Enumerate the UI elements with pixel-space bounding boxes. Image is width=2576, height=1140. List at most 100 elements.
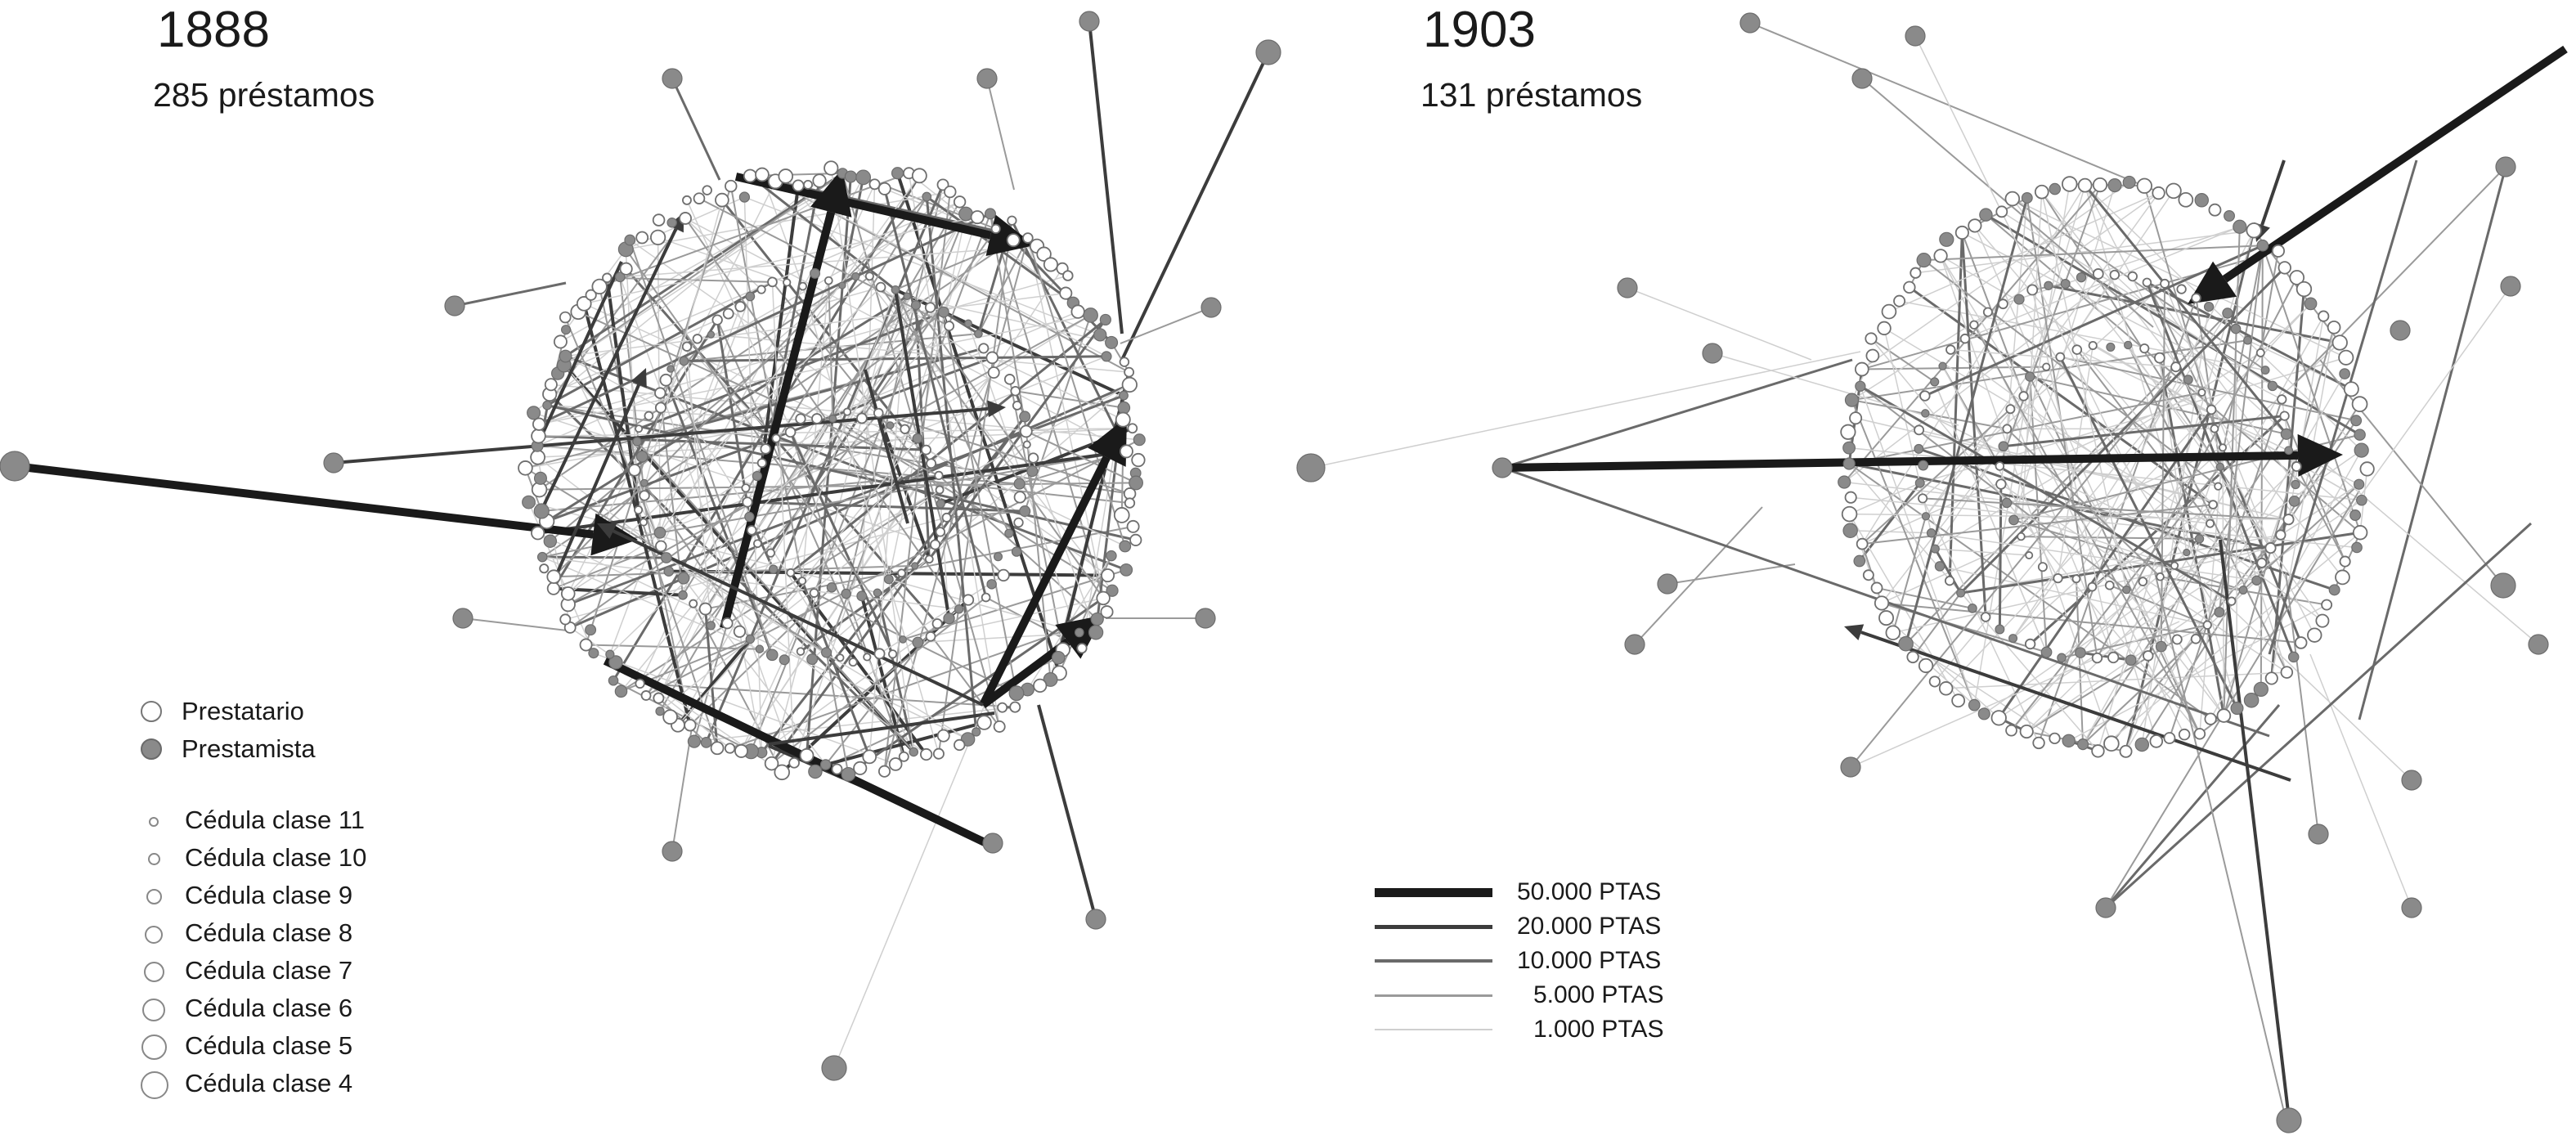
borrower-node — [1933, 249, 1948, 263]
lender-node — [954, 604, 964, 614]
borrower-node — [898, 751, 909, 762]
weight-line-icon — [1375, 994, 1492, 997]
loan-edge — [866, 657, 914, 752]
loan-edge — [883, 188, 988, 598]
loan-edge — [584, 213, 991, 305]
borrower-node — [1013, 491, 1026, 504]
lender-node — [2351, 541, 2363, 554]
loan-edge — [1892, 547, 2271, 634]
borrower-node — [888, 649, 898, 659]
lender-node — [2230, 323, 2242, 334]
borrower-node — [1881, 303, 1897, 320]
loan-edge — [1027, 237, 1108, 613]
lender-node — [1918, 460, 1929, 471]
borrower-node — [1878, 610, 1895, 626]
borrower-node — [788, 756, 800, 769]
lender-node — [982, 833, 1003, 854]
loan-edge — [1973, 324, 2201, 734]
loan-edge — [1851, 355, 1874, 401]
borrower-node — [692, 334, 702, 344]
borrower-node — [2327, 320, 2341, 334]
lender-node — [677, 572, 690, 585]
loan-edge — [1843, 184, 2101, 483]
lender-node — [1934, 561, 1945, 572]
borrower-node — [1918, 493, 1928, 504]
loan-edge — [1886, 617, 1999, 719]
lender-node — [2106, 342, 2116, 352]
lender-node — [2243, 693, 2260, 708]
borrower-node — [2178, 192, 2194, 208]
loan-edge — [1919, 482, 2175, 567]
lender-node — [1930, 377, 1940, 387]
borrower-node — [2289, 270, 2305, 285]
lender-node — [536, 551, 548, 563]
lender-node — [1004, 528, 1014, 538]
borrower-node — [2091, 744, 2105, 758]
lender-node — [2214, 607, 2225, 618]
loan-edge — [1939, 565, 2208, 626]
borrower-node — [2077, 177, 2093, 193]
borrower-node — [698, 602, 712, 616]
borrower-node — [655, 540, 667, 553]
loan-edge — [1627, 287, 1812, 361]
loan-edge — [2038, 298, 2197, 743]
borrower-node — [1995, 461, 2005, 471]
borrower-node — [941, 512, 952, 523]
lender-node — [2276, 1107, 2302, 1133]
weight-line-icon — [1375, 1029, 1492, 1030]
borrower-node — [936, 729, 950, 743]
lender-node — [1255, 39, 1281, 65]
borrower-node — [2103, 735, 2120, 752]
legend-item-class-11: Cédula clase 11 — [141, 806, 365, 835]
borrower-node — [2352, 525, 2368, 541]
lender-node — [1840, 756, 1861, 778]
loan-edge — [801, 438, 918, 581]
loan-edge — [609, 325, 950, 655]
lender-node — [1853, 554, 1866, 568]
lender-node — [666, 217, 677, 228]
borrower-node — [662, 709, 678, 725]
borrower-node — [2202, 620, 2212, 630]
borrower-node — [1865, 348, 1880, 363]
borrower-node — [809, 588, 819, 598]
borrower-node — [767, 276, 778, 288]
lender-node — [666, 365, 675, 373]
loan-edge — [2213, 428, 2303, 644]
lender-node — [738, 191, 751, 203]
borrower-node — [2071, 344, 2083, 355]
lender-node — [974, 329, 983, 339]
loan-edge — [2222, 45, 2568, 283]
borrower-node — [722, 307, 734, 320]
loan-edge — [2041, 191, 2128, 590]
loan-edge — [2076, 348, 2211, 524]
loan-edge — [1923, 497, 2289, 521]
loan-edge — [2104, 704, 2281, 909]
borrower-node — [2331, 334, 2348, 351]
lender-node — [2008, 514, 2019, 526]
lender-node — [1930, 544, 1940, 554]
legend-label: Cédula clase 10 — [185, 843, 367, 872]
loan-edge — [2105, 490, 2360, 909]
loan-edge — [2223, 227, 2241, 716]
borrower-node — [2109, 269, 2120, 281]
size-marker-icon — [142, 998, 165, 1021]
borrower-node — [1919, 390, 1931, 402]
borrower-node — [900, 424, 910, 434]
borrower-node — [755, 167, 770, 182]
loan-edge — [864, 369, 909, 524]
loan-edge — [2020, 191, 2043, 537]
lender-node — [2354, 478, 2365, 490]
borrower-node — [1906, 650, 1919, 664]
loan-edge — [801, 285, 940, 754]
loan-edge — [2160, 283, 2166, 647]
lender-node — [662, 68, 683, 89]
lender-node — [1914, 478, 1925, 488]
lender-node — [810, 267, 821, 279]
borrower-node — [1010, 385, 1021, 397]
lender-node — [744, 511, 755, 523]
loan-edge — [928, 319, 1107, 560]
legend-label: Cédula clase 4 — [185, 1069, 353, 1098]
lender-node — [841, 766, 856, 782]
weight-line-icon — [1375, 887, 1492, 897]
borrower-node — [628, 464, 641, 477]
